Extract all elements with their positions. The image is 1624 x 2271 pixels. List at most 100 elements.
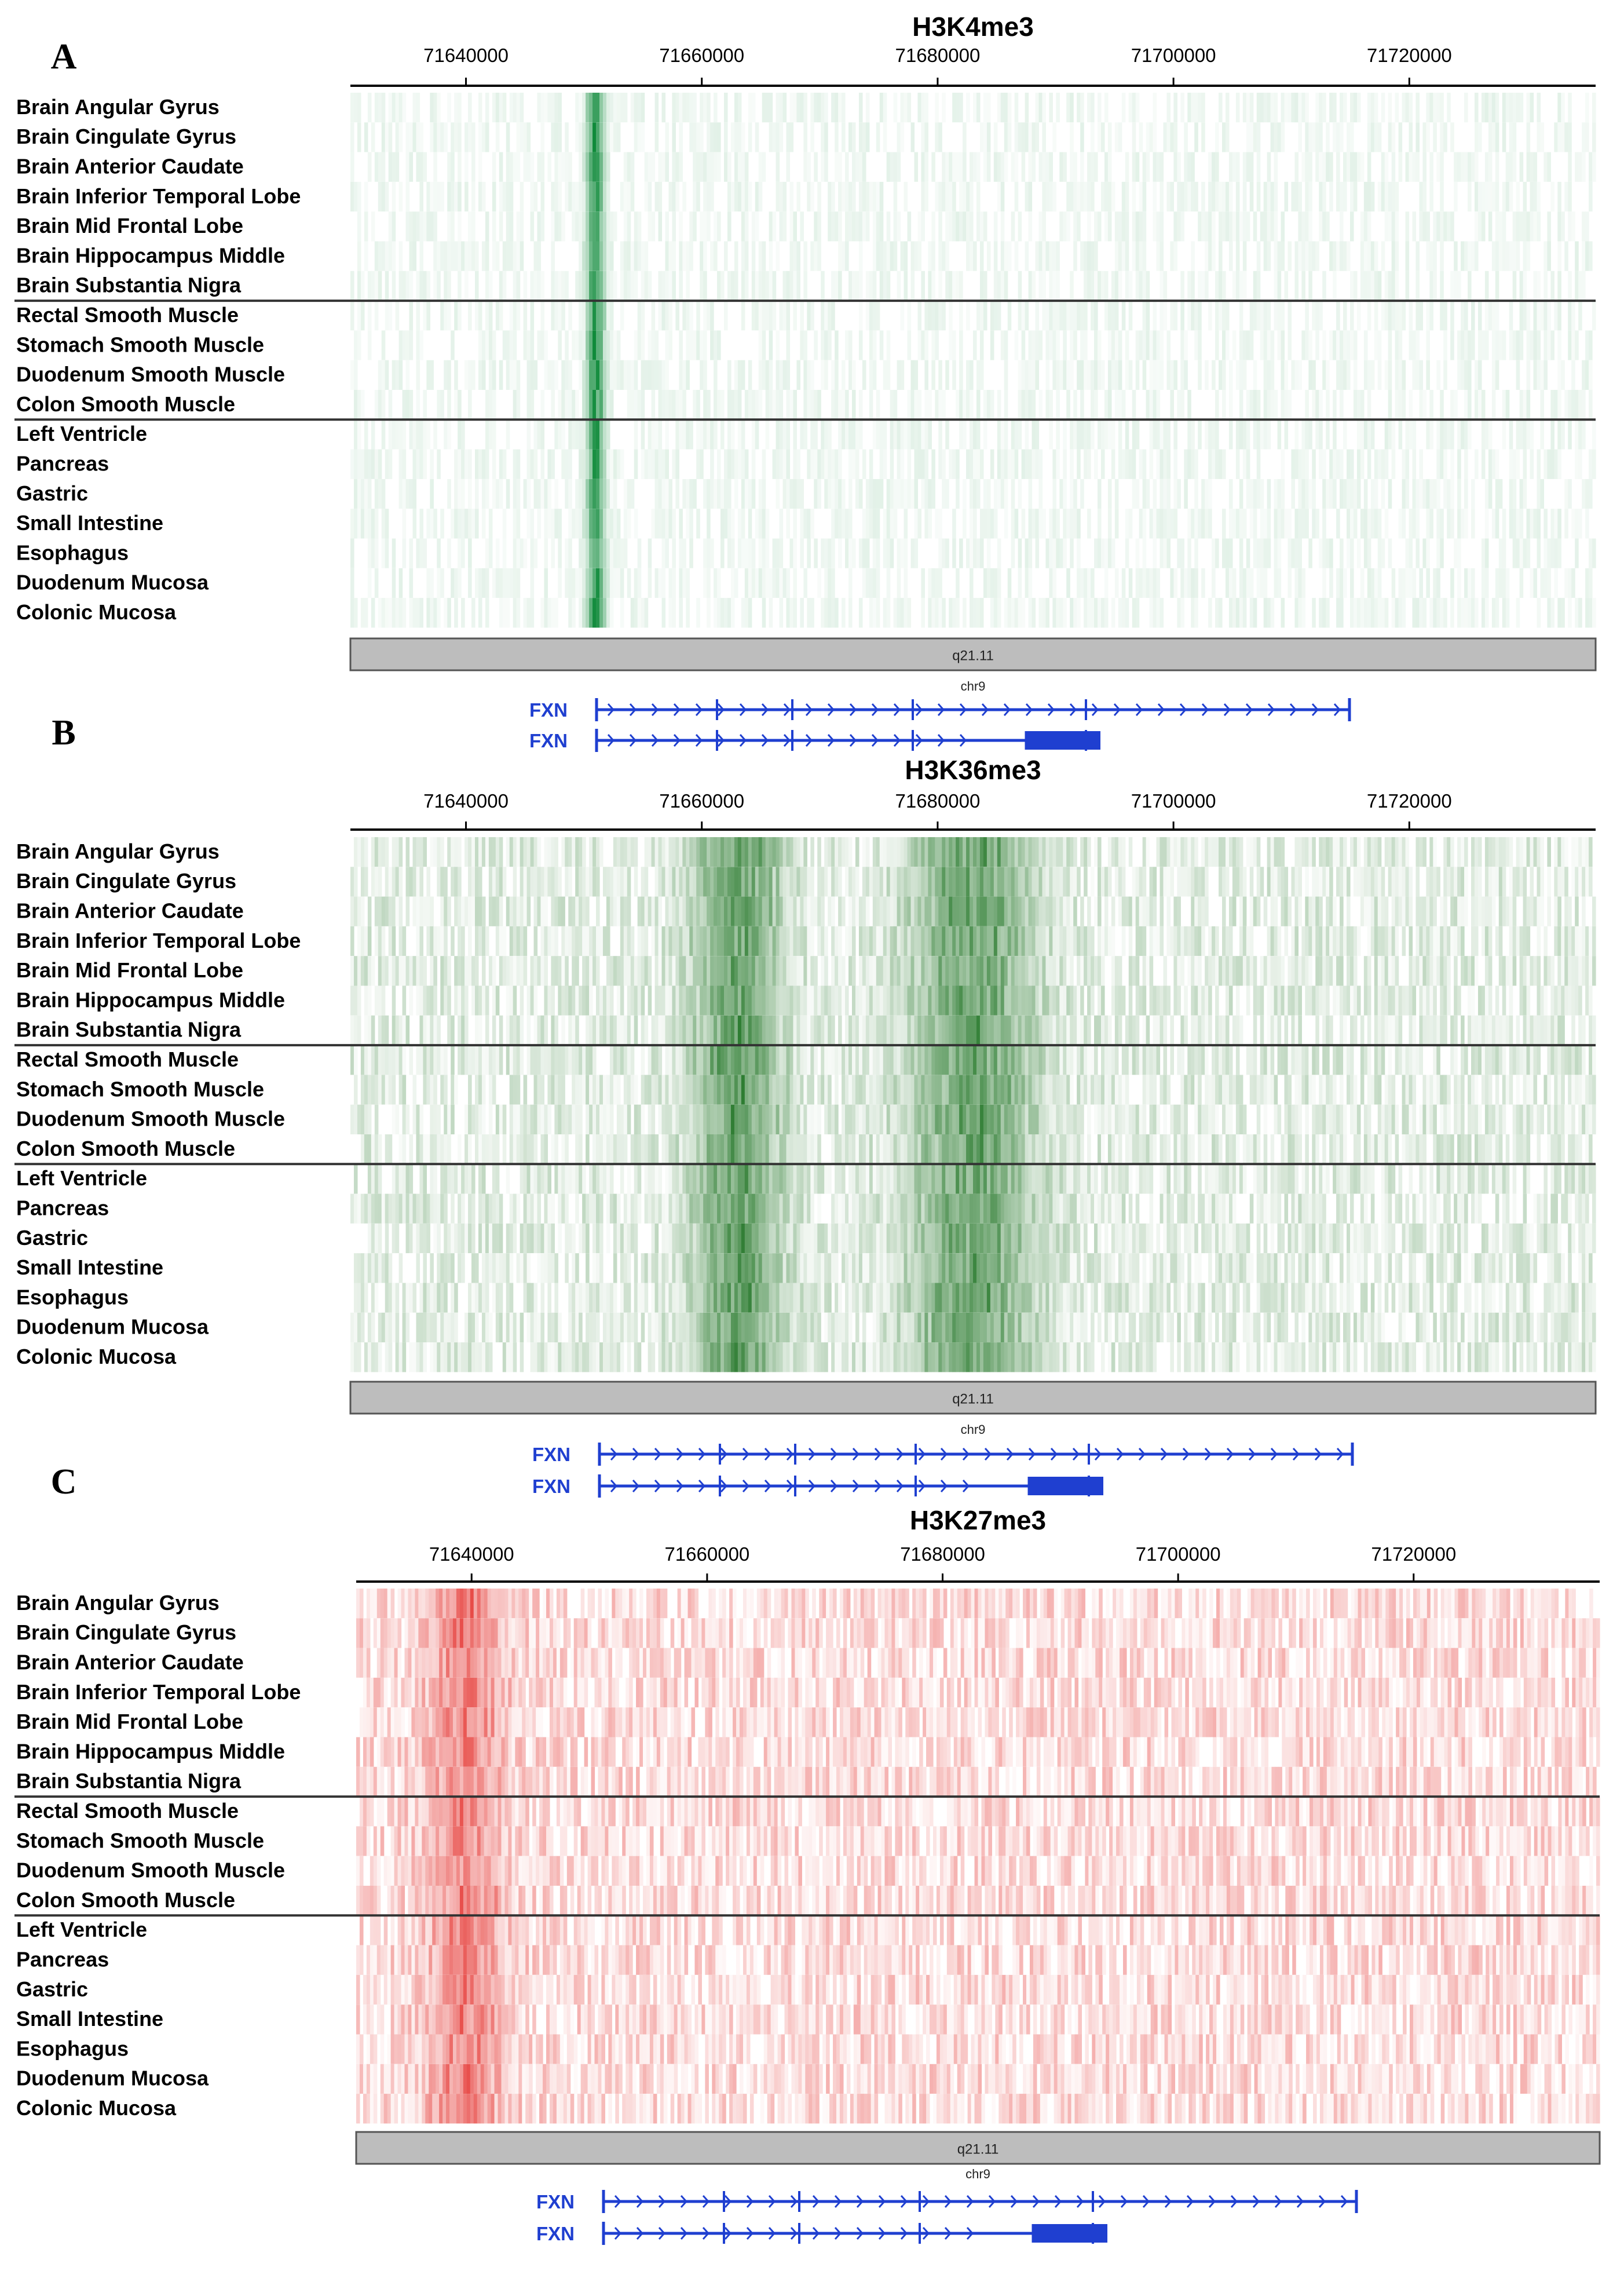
heatmap-cell — [367, 449, 372, 479]
heatmap-cell — [1035, 867, 1040, 897]
heatmap-cell — [1222, 896, 1226, 926]
heatmap-cell — [904, 93, 908, 123]
heatmap-cell — [637, 896, 642, 926]
heatmap-cell — [586, 211, 590, 242]
heatmap-cell — [1205, 837, 1209, 867]
heatmap-cell — [1464, 301, 1468, 331]
heatmap-cell — [1187, 181, 1191, 212]
heatmap-cell — [935, 330, 939, 360]
heatmap-cell — [1336, 837, 1340, 867]
heatmap-cell — [540, 271, 545, 301]
heatmap-cell — [966, 301, 970, 331]
heatmap-cell — [502, 509, 507, 539]
heatmap-cell — [751, 538, 756, 568]
heatmap-cell — [1377, 449, 1382, 479]
heatmap-cell — [526, 449, 531, 479]
heatmap-cell — [565, 122, 569, 152]
heatmap-cell — [412, 93, 417, 123]
heatmap-cell — [495, 568, 500, 598]
heatmap-cell — [845, 867, 849, 897]
heatmap-cell — [938, 449, 942, 479]
strand-chevron — [629, 733, 637, 747]
heatmap-cell — [575, 926, 579, 956]
heatmap-cell — [741, 509, 745, 539]
heatmap-cell — [1512, 449, 1517, 479]
heatmap-cell — [1353, 93, 1358, 123]
heatmap-cell — [1201, 181, 1205, 212]
heatmap-cell — [693, 330, 697, 360]
heatmap-cell — [1135, 330, 1140, 360]
heatmap-cell — [810, 837, 814, 867]
heatmap-cell — [1121, 837, 1126, 867]
heatmap-cell — [900, 360, 905, 390]
heatmap-cell — [506, 598, 510, 628]
heatmap-cell — [1440, 896, 1444, 926]
heatmap-cell — [444, 241, 448, 271]
heatmap-cell — [776, 152, 780, 182]
heatmap-cell — [1519, 538, 1524, 568]
heatmap-cell — [1073, 479, 1077, 509]
heatmap-cell — [679, 211, 683, 242]
heatmap-cell — [464, 896, 469, 926]
heatmap-cell — [454, 449, 458, 479]
heatmap-cell — [1281, 330, 1285, 360]
heatmap-cell — [730, 271, 735, 301]
heatmap-cell — [1049, 93, 1053, 123]
heatmap-cell — [602, 926, 607, 956]
heatmap-cell — [755, 390, 759, 420]
heatmap-cell — [533, 926, 538, 956]
heatmap-cell — [392, 271, 396, 301]
heatmap-cell — [1091, 122, 1095, 152]
heatmap-cell — [724, 867, 728, 897]
heatmap-cell — [1274, 867, 1278, 897]
heatmap-cell — [1198, 301, 1202, 331]
heatmap-cell — [1523, 896, 1527, 926]
heatmap-cell — [1246, 211, 1250, 242]
heatmap-cell — [1519, 419, 1524, 450]
heatmap-cell — [1253, 479, 1257, 509]
heatmap-cell — [1177, 152, 1181, 182]
heatmap-cell — [1543, 568, 1548, 598]
heatmap-cell — [835, 271, 839, 301]
heatmap-cell — [430, 837, 434, 867]
heatmap-cell — [506, 152, 510, 182]
heatmap-cell — [1011, 896, 1015, 926]
heatmap-cell — [737, 93, 742, 123]
heatmap-cell — [993, 568, 998, 598]
heatmap-cell — [966, 896, 970, 926]
heatmap-cell — [492, 419, 496, 450]
heatmap-cell — [924, 509, 928, 539]
heatmap-cell — [921, 479, 925, 509]
heatmap-cell — [700, 896, 704, 926]
heatmap-cell — [772, 211, 777, 242]
heatmap-cell — [350, 568, 354, 598]
heatmap-cell — [1032, 152, 1036, 182]
x-tick-label: 71720000 — [1367, 45, 1452, 66]
heatmap-cell — [1014, 93, 1019, 123]
heatmap-cell — [1007, 301, 1012, 331]
heatmap-cell — [772, 390, 777, 420]
heatmap-cell — [371, 419, 375, 450]
heatmap-cell — [1180, 301, 1184, 331]
heatmap-cell — [842, 122, 846, 152]
heatmap-cell — [1018, 598, 1022, 628]
heatmap-cell — [1288, 330, 1292, 360]
heatmap-cell — [398, 93, 403, 123]
heatmap-cell — [741, 271, 745, 301]
heatmap-cell — [509, 241, 514, 271]
heatmap-cell — [592, 301, 597, 331]
heatmap-cell — [1007, 926, 1012, 956]
heatmap-cell — [468, 867, 472, 897]
heatmap-cell — [1409, 509, 1413, 539]
heatmap-cell — [1589, 360, 1593, 390]
heatmap-cell — [461, 449, 465, 479]
heatmap-cell — [1461, 509, 1465, 539]
heatmap-cell — [451, 867, 455, 897]
heatmap-cell — [776, 390, 780, 420]
heatmap-cell — [786, 390, 791, 420]
heatmap-cell — [654, 181, 659, 212]
heatmap-cell — [1080, 330, 1084, 360]
heatmap-cell — [921, 926, 925, 956]
heatmap-cell — [682, 837, 686, 867]
heatmap-cell — [793, 301, 798, 331]
